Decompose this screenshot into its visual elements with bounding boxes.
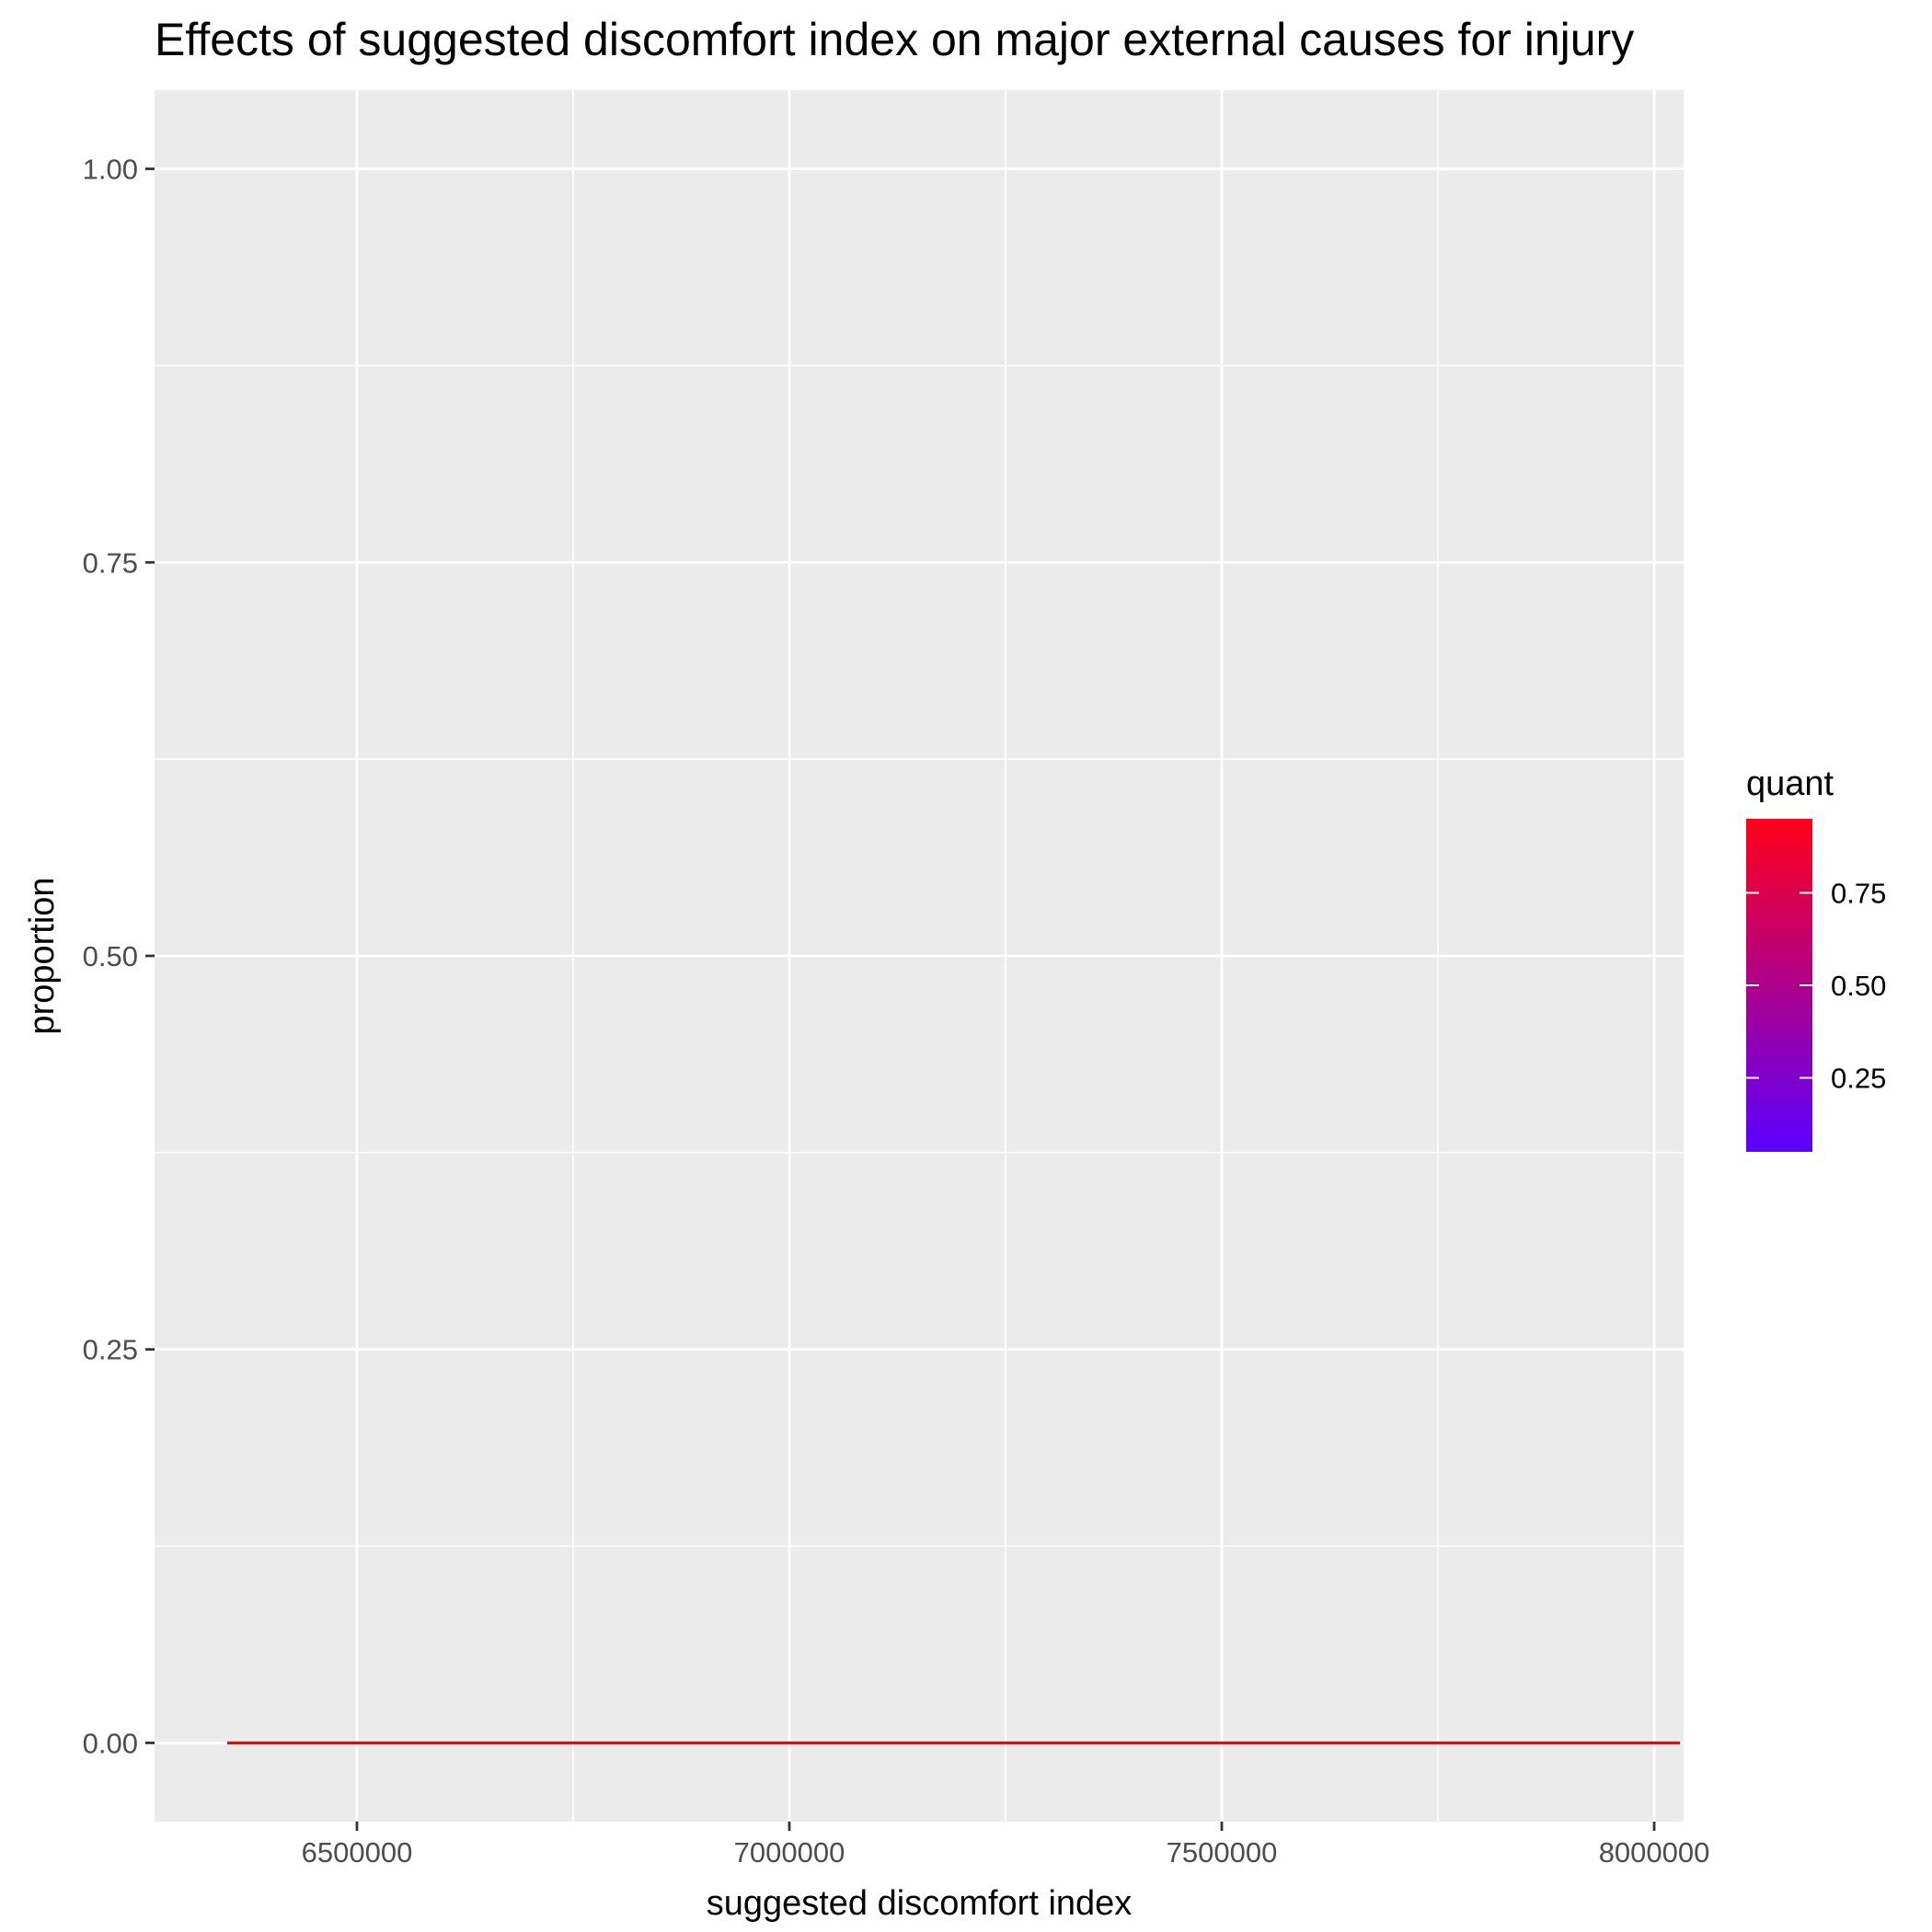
y-axis: 0.00 0.25 0.50 0.75 1.00 [83,154,155,1759]
y-tick-label: 1.00 [83,154,138,186]
legend-tick-label: 0.75 [1831,877,1886,909]
y-tick-label: 0.25 [83,1334,138,1366]
chart-title: Effects of suggested discomfort index on… [155,14,1634,65]
y-tick-label: 0.50 [83,940,138,972]
legend: quant 0.25 0.50 0.75 [1746,765,1886,1152]
y-tick-label: 0.75 [83,546,138,579]
legend-ticks: 0.25 0.50 0.75 [1746,877,1886,1095]
legend-title: quant [1746,765,1834,803]
legend-tick-label: 0.25 [1831,1063,1886,1095]
x-tick-label: 6500000 [302,1836,413,1869]
legend-tick-label: 0.50 [1831,970,1886,1002]
y-axis-title: proportion [23,877,62,1034]
x-axis-title: suggested discomfort index [707,1884,1133,1923]
x-tick-label: 7500000 [1167,1836,1278,1869]
major-gridlines [155,90,1684,1822]
y-tick-label: 0.00 [83,1727,138,1759]
x-tick-label: 7000000 [734,1836,845,1869]
x-axis: 6500000 7000000 7500000 8000000 [302,1822,1710,1869]
x-tick-label: 8000000 [1599,1836,1710,1869]
